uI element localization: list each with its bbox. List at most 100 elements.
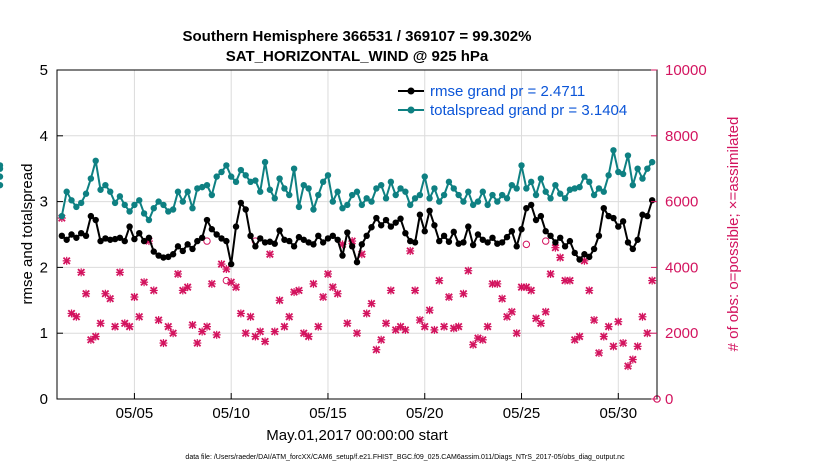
obs-assimilated-point [328, 283, 337, 292]
rmse-point [261, 239, 269, 246]
obs-assimilated-point [304, 332, 313, 341]
rmse-point [295, 233, 303, 241]
totalspread-point [324, 172, 332, 179]
rmse-point [184, 241, 191, 248]
obs-assimilated-point [203, 322, 211, 331]
totalspread-point [0, 162, 4, 169]
x-tick-label: 05/10 [212, 405, 250, 422]
obs-assimilated-point [275, 296, 284, 305]
totalspread-point [344, 201, 351, 209]
totalspread-point [247, 178, 254, 186]
obs-assimilated-point [585, 286, 594, 295]
obs-assimilated-point [633, 342, 642, 351]
totalspread-point [590, 191, 598, 199]
rmse-point [552, 239, 559, 246]
rmse-point [440, 232, 448, 240]
rmse-point [121, 237, 128, 245]
totalspread-point [377, 181, 385, 189]
rmse-point [498, 239, 506, 246]
rmse-point [527, 201, 535, 209]
rmse-point [416, 211, 424, 218]
legend: rmse grand pr = 2.4711 totalspread grand… [398, 83, 627, 119]
rmse-point [460, 239, 467, 246]
totalspread-point [368, 198, 375, 205]
obs-assimilated-point [140, 278, 149, 287]
left-tick-label: 0 [40, 391, 48, 408]
totalspread-point [639, 175, 646, 182]
totalspread-point [126, 208, 133, 215]
legend-spread-marker [407, 106, 415, 114]
rmse-point [402, 229, 409, 237]
totalspread-point [484, 201, 491, 209]
rmse-point [203, 216, 211, 224]
rmse-point [547, 232, 554, 240]
rmse-point [377, 222, 385, 229]
rmse-point [484, 239, 491, 246]
obs-assimilated-point [619, 339, 628, 348]
rmse-point [348, 243, 356, 250]
totalspread-point [237, 166, 245, 174]
obs-assimilated-point [173, 269, 182, 278]
obs-assimilated-point [425, 306, 434, 315]
obs-assimilated-point [440, 322, 449, 331]
totalspread-point [518, 162, 525, 169]
totalspread-point [92, 157, 99, 165]
totalspread-point [566, 186, 574, 193]
left-tick-label: 2 [40, 259, 48, 276]
obs-assimilated-point [135, 312, 144, 321]
obs-assimilated-point [609, 342, 618, 351]
obs-assimilated-point [188, 320, 197, 329]
rmse-point [353, 258, 361, 266]
totalspread-point [203, 181, 211, 189]
x-axis-label: May.01,2017 00:00:00 start [266, 427, 448, 444]
totalspread-point [111, 199, 119, 207]
totalspread-point [571, 185, 578, 192]
rmse-point [111, 235, 119, 243]
rmse-point [542, 228, 549, 235]
obs-assimilated-point [217, 260, 226, 269]
y-axis-label-right: # of obs: o=possible; ×=assimilated [725, 117, 742, 352]
x-tick-label: 05/15 [309, 405, 347, 422]
obs-assimilated-point [648, 276, 657, 285]
obs-assimilated-point [77, 268, 86, 277]
totalspread-point [271, 195, 278, 202]
left-tick-label: 5 [40, 62, 48, 79]
totalspread-point [315, 191, 322, 199]
totalspread-point [431, 185, 438, 192]
obs-assimilated-point [396, 322, 405, 331]
obs-assimilated-point [493, 279, 502, 288]
totalspread-point [523, 185, 530, 192]
rmse-point [557, 234, 564, 241]
obs-count-series [57, 214, 661, 403]
obs-assimilated-point [527, 286, 536, 295]
obs-assimilated-point [314, 322, 323, 331]
left-tick-label: 4 [40, 128, 48, 145]
totalspread-point [150, 204, 157, 212]
obs-assimilated-point [222, 265, 231, 274]
rmse-point [315, 232, 322, 240]
totalspread-point [160, 201, 167, 209]
rmse-point [624, 239, 632, 246]
legend-rmse-marker [407, 87, 415, 95]
totalspread-point [319, 178, 327, 186]
totalspread-point [450, 185, 457, 192]
x-axis: 05/05 05/10 05/15 05/20 05/25 05/30 [116, 393, 637, 422]
rmse-point [198, 234, 206, 241]
totalspread-point [266, 186, 274, 193]
totalspread-point [305, 185, 312, 192]
totalspread-point [223, 162, 230, 169]
rmse-point [469, 241, 477, 249]
obs-assimilated-point [459, 289, 468, 298]
totalspread-point [455, 191, 462, 199]
rmse-point [150, 248, 157, 255]
y-axis-label-left: rmse and totalspread [19, 164, 36, 305]
totalspread-point [648, 158, 656, 166]
rmse-point [179, 247, 187, 255]
x-tick-label: 05/20 [406, 405, 444, 422]
obs-assimilated-point [115, 268, 124, 277]
totalspread-point [392, 191, 399, 199]
totalspread-point [498, 191, 506, 199]
rmse-point [566, 237, 574, 245]
totalspread-point [557, 190, 564, 197]
obs-assimilated-point [232, 283, 241, 292]
